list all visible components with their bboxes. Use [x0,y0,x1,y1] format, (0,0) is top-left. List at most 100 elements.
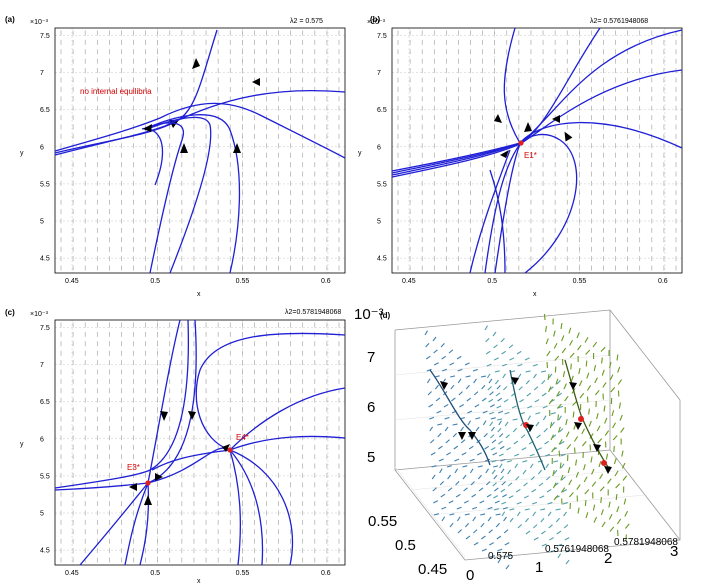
vector-field-arrow [450,384,455,390]
panel-a-ticks: 0.45 0.5 0.55 0.6 4.5 5 5.5 6 6.5 7 7.5 [40,33,331,285]
vector-field-arrow [548,524,553,529]
panel-b-xlabel: x [533,291,537,298]
vector-field-arrow [512,427,517,433]
vector-field-arrow [430,439,435,444]
panel-a-annotation: no internal equilibria [80,87,152,96]
vector-field-arrow [490,434,495,439]
vector-field-arrow [439,480,445,486]
vector-field-arrow [601,521,606,528]
vector-field-arrow [503,386,508,391]
panel-c-ticks: 0.45 0.5 0.55 0.6 4.5 5 5.5 6 6.5 7 7.5 [40,325,331,577]
vector-field-arrow [489,404,495,408]
vector-field-arrow [537,469,542,475]
vector-field-arrow [494,379,499,385]
vector-field-arrow [553,460,559,463]
vector-field-arrow [494,500,500,504]
panel-c-ylabel: y [20,441,24,448]
vector-field-arrow [551,446,556,453]
vector-field-arrow [561,476,566,481]
vector-field-arrow [448,349,454,354]
vector-field-arrow [496,535,502,540]
y-tick-label: 4.5 [40,256,50,263]
vector-field-arrow [596,413,599,420]
vector-field-arrow [583,464,586,471]
vector-field-arrow [555,378,559,385]
vector-field-arrow [541,543,547,547]
direction-arrow [500,150,509,158]
vector-field-arrow [498,410,504,414]
vector-field-arrow [553,469,558,475]
vector-field-arrow [541,392,547,397]
vector-field-arrow [540,517,545,523]
vector-field-arrow [444,416,450,420]
vector-field-arrow [456,506,462,510]
vector-field-arrow [505,434,510,439]
vector-field-arrow [435,397,441,402]
vector-field-arrow [433,500,439,504]
vector-field-arrow [474,404,480,408]
vector-field-arrow [623,498,627,505]
panel-b-vector-field [392,28,682,273]
direction-arrow [222,444,230,452]
vector-field-arrow [454,468,459,474]
vector-field-arrow [506,460,512,463]
x-tick-label: 0.6 [321,278,331,285]
direction-arrow [129,483,137,491]
equilibrium-point [227,447,233,453]
vector-field-arrow [561,335,565,342]
vector-field-arrow [617,366,621,373]
vector-field-arrow [473,542,479,546]
vector-field-arrow [613,445,615,453]
vector-field-arrow [433,513,439,516]
vector-field-arrow [425,355,431,360]
direction-arrow [564,131,573,142]
vector-field-arrow [488,529,493,534]
vector-field-arrow [426,368,432,372]
trajectory [391,69,683,178]
vector-field-arrow [542,405,548,409]
vector-field-arrow [480,513,486,516]
vector-field-arrow [556,403,562,409]
vector-field-arrow [519,412,525,415]
vector-field-arrow [616,354,619,361]
direction-arrow [468,432,476,440]
vector-field-arrow [572,411,575,418]
vector-field-arrow [564,395,569,402]
vector-field-arrow [546,476,551,481]
vector-field-arrow [514,453,520,457]
vector-field-arrow [594,377,598,384]
vector-field-arrow [597,438,603,444]
vector-field-arrow [557,553,562,559]
vector-field-arrow [621,450,624,457]
vector-field-arrow [519,399,525,403]
vector-field-arrow [614,470,619,477]
y-tick-label: 4.5 [40,548,50,555]
direction-arrow [524,122,532,132]
vector-field-arrow [491,460,497,463]
vector-field-arrow [489,542,495,546]
vector-field-arrow [550,412,556,415]
vector-field-arrow [577,507,580,514]
vector-field-arrow [527,405,533,409]
vector-field-arrow [502,363,508,367]
vector-field-arrow [468,445,474,450]
vector-field-arrow [484,445,490,450]
equilibrium-point [518,140,524,146]
trajectory [484,143,521,274]
vector-field-arrow [465,375,471,378]
x-tick-label: 0.6 [321,570,331,577]
panel-d-box [394,309,681,561]
vector-field-arrow [428,403,434,408]
vector-field-arrow [593,365,597,372]
vector-field-arrow [443,403,449,408]
vector-field-arrow [565,431,570,438]
vector-field-arrow [462,465,468,468]
vector-field-arrow [499,475,505,481]
y-tick-label: 6 [40,436,44,443]
vector-field-arrow [500,488,506,493]
vector-field-arrow [562,371,566,378]
vector-field-arrow [497,427,502,433]
equilibrium-label: E4* [236,433,249,442]
vector-field-arrow [482,420,487,426]
y-tick-label: 6.5 [40,107,50,114]
